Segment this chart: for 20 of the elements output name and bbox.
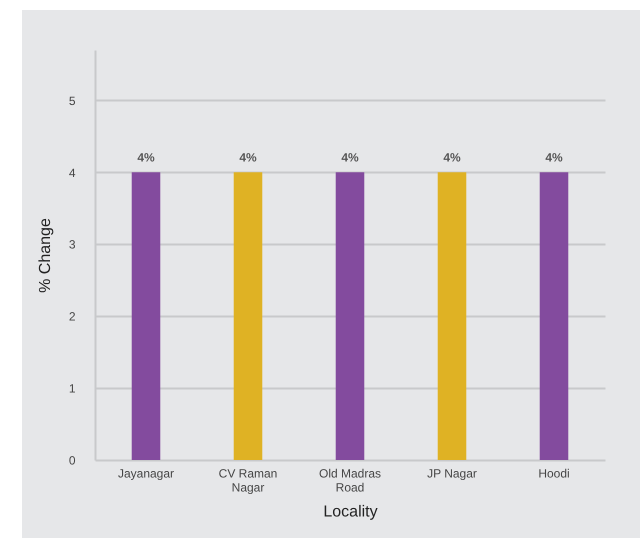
category-label: Jayanagar: [118, 466, 174, 480]
y-tick-label: 1: [68, 382, 76, 396]
x-axis-title: Locality: [323, 504, 378, 520]
data-label: 4%: [137, 150, 155, 164]
y-tick-label: 2: [68, 310, 76, 324]
category-label: Hoodi: [538, 466, 570, 480]
data-label: 4%: [239, 150, 257, 164]
y-tick-label: 3: [68, 238, 76, 252]
category-label: Old Madras: [318, 466, 382, 480]
y-tick-label: 5: [68, 94, 76, 108]
category-label: CV Raman: [218, 466, 278, 480]
category-label: Road: [336, 480, 364, 494]
data-label: 4%: [443, 150, 461, 164]
data-label: 4%: [341, 150, 359, 164]
y-tick-label: 0: [68, 454, 76, 468]
category-label: Nagar: [232, 480, 264, 494]
y-axis-title: % Change: [36, 218, 54, 293]
y-tick-label: 4: [68, 166, 76, 180]
category-label: JP Nagar: [427, 466, 477, 480]
data-label: 4%: [545, 150, 563, 164]
